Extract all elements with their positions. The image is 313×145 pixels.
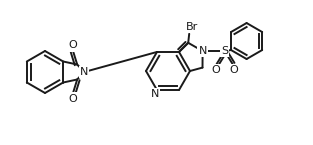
Text: O: O xyxy=(229,65,238,75)
Text: O: O xyxy=(69,94,78,104)
Text: S: S xyxy=(221,46,228,56)
Text: N: N xyxy=(80,67,88,77)
Text: O: O xyxy=(211,65,220,75)
Text: N: N xyxy=(151,89,159,99)
Text: Br: Br xyxy=(186,22,198,32)
Text: N: N xyxy=(198,46,207,56)
Text: O: O xyxy=(69,40,78,50)
